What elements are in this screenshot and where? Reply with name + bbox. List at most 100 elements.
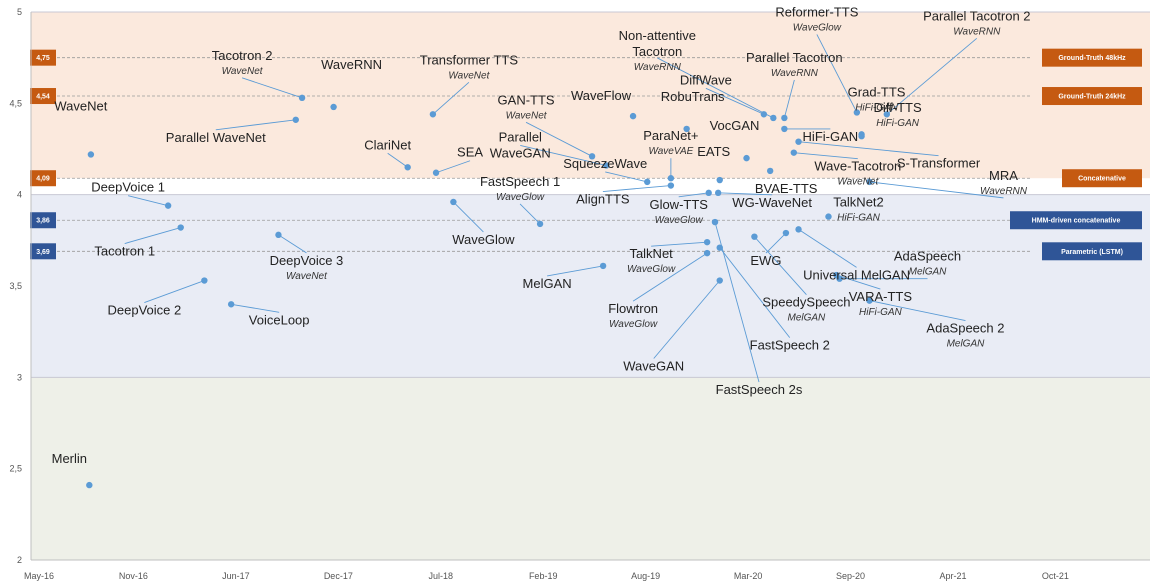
ref-left-label: 4,09 [36, 176, 50, 183]
ref-left-label: 3,69 [36, 249, 50, 256]
label-robutrans: RobuTrans [661, 89, 725, 104]
point-wave-tacotron [790, 149, 798, 156]
point-bvae-tts [766, 167, 774, 175]
label-speedyspeech: SpeedySpeech [762, 295, 850, 310]
label-sea: SEA [457, 145, 483, 160]
leader-squeezewave [605, 171, 648, 183]
label-wavenet: WaveNet [54, 98, 107, 113]
label-wavegan: WaveGAN [623, 359, 684, 374]
label-wavernn: WaveRNN [321, 57, 382, 72]
ref-right-label: Parametric (LSTM) [1061, 249, 1123, 256]
point-clarinet [404, 164, 411, 171]
sublabel-grad-tts: HiFi-GAN [855, 102, 899, 113]
label-ewg: EWG [750, 253, 781, 268]
label-reformer-tts: Reformer-TTS [775, 4, 858, 19]
label-voiceloop: VoiceLoop [249, 312, 310, 327]
ref-right-badge [1042, 242, 1142, 261]
ref-left-badge [30, 212, 56, 229]
sublabel-vara-tts: HiFi-GAN [859, 307, 903, 318]
band-1 [31, 194, 1150, 378]
leader-clarinet [387, 152, 408, 168]
ref-right-label: Ground-Truth 24kHz [1058, 94, 1126, 101]
x-tick-label: Dec-17 [324, 571, 353, 581]
sublabel-speedyspeech: MelGAN [788, 313, 827, 324]
sublabel-mra: WaveRNN [980, 186, 1028, 197]
leader-parallel-tacotron [783, 79, 795, 119]
leader-wg-wavenet [718, 192, 773, 196]
point-mra [866, 178, 873, 186]
leader-wavegan [653, 280, 721, 359]
label-parallel-wavenet: Parallel WaveNet [166, 130, 266, 145]
ref-left-badge [30, 49, 56, 66]
leader-reformer-tts [816, 34, 858, 113]
sublabel-talknet2: HiFi-GAN [837, 213, 881, 224]
point-talknet2 [825, 213, 832, 220]
point-wavernn [330, 103, 337, 111]
label-transformer-tts: Transformer TTS [420, 52, 519, 67]
point-hifi-gan [781, 125, 788, 133]
ref-right-label: HMM-driven concatenative [1032, 218, 1121, 225]
y-tick-label: 2,5 [9, 464, 22, 474]
x-tick-label: Jun-17 [222, 571, 250, 581]
point-waveglow [450, 198, 457, 206]
label-fastspeech-2: FastSpeech 2 [750, 338, 830, 353]
label-deepvoice-2: DeepVoice 2 [107, 303, 181, 318]
point-parallel-wavegan [603, 162, 610, 169]
sublabel-parallel-tacotron-2: WaveRNN [953, 26, 1001, 37]
leader-universal-melgan [798, 228, 857, 268]
label-vara-tts: VARA-TTS [849, 289, 913, 304]
sublabel-glow-tts: WaveGlow [655, 215, 704, 226]
leader-vara-tts [836, 274, 881, 290]
label-parallel-tacotron-2: Parallel Tacotron 2 [923, 8, 1030, 23]
point-eats [716, 176, 723, 184]
label-diff-tts: Diff-TTS [874, 100, 922, 115]
point-vocgan [743, 154, 750, 162]
point-deepvoice-3 [275, 231, 282, 239]
label-talknet2: TalkNet2 [833, 195, 884, 210]
point-deepvoice-2 [201, 277, 208, 284]
leader-parallel-wavenet [215, 119, 296, 131]
point-robutrans [683, 125, 690, 133]
leader-diffwave [705, 87, 765, 115]
background-bands [31, 11, 1150, 560]
label-eats: EATS [697, 144, 730, 159]
point-universal-melgan [795, 226, 802, 233]
point-tacotron-1 [177, 224, 184, 231]
point-flowtron [703, 249, 711, 257]
label-wg-wavenet: WG-WaveNet [732, 195, 812, 210]
point-talknet [703, 238, 711, 246]
y-tick-label: 4 [17, 190, 22, 200]
point-melgan [599, 262, 607, 270]
leader-wave-tacotron [793, 152, 858, 160]
leader-voiceloop [231, 303, 280, 313]
ref-right-badge [1062, 169, 1142, 188]
label-deepvoice-3: DeepVoice 3 [270, 253, 344, 268]
point-adaspeech [836, 275, 843, 282]
label-fastspeech-2s: FastSpeech 2s [716, 382, 803, 397]
point-parallel-tacotron-2 [883, 111, 890, 118]
reference-lines: 4,75 Ground-Truth 48kHz 4,54 Ground-Truth 2… [30, 48, 1142, 261]
ref-left-badge [30, 88, 56, 105]
label-wave-tacotron: Wave-Tacotron [814, 159, 901, 174]
label-parallel-wavegan: WaveGAN [490, 145, 551, 160]
label-parallel-tacotron: Parallel Tacotron [746, 50, 843, 65]
label-s-transformer: S-Transformer [897, 156, 981, 171]
label-non-attentive-tacotron: Tacotron [632, 44, 682, 59]
ref-right-badge [1042, 48, 1142, 67]
point-wavegan [716, 277, 723, 284]
ref-left-label: 4,54 [36, 94, 50, 101]
ref-right-badge [1010, 211, 1142, 230]
point-waveflow [629, 112, 637, 120]
y-tick-label: 3 [17, 372, 22, 382]
point-wavenet [87, 151, 95, 158]
label-vocgan: VocGAN [710, 118, 760, 133]
x-tick-label: Sep-20 [836, 571, 865, 581]
sublabel-tacotron-2: WaveNet [222, 66, 264, 77]
leader-s-transformer [798, 141, 939, 157]
point-non-attentive-tacotron [770, 114, 777, 122]
point-ewg [782, 229, 790, 237]
label-paranet-: ParaNet+ [643, 128, 698, 143]
point-reformer-tts [853, 109, 861, 116]
label-tacotron-1: Tacotron 1 [94, 244, 155, 259]
